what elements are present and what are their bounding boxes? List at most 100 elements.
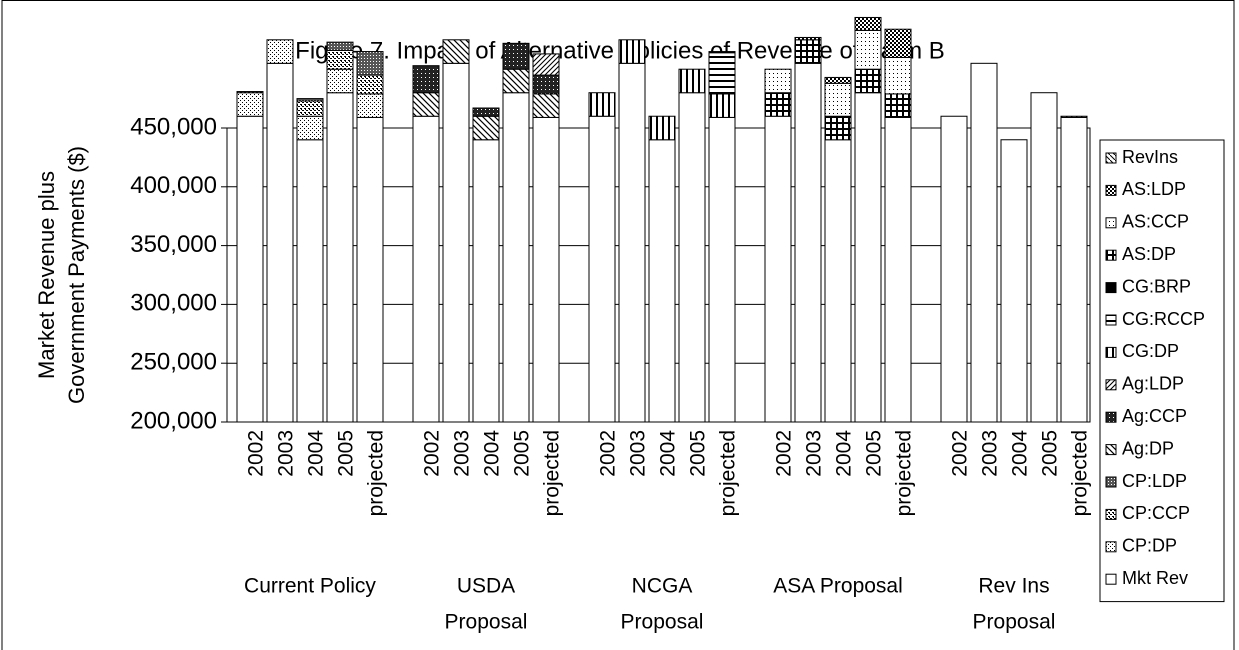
x-tick-label: projected <box>1069 430 1092 516</box>
bar-segment <box>356 74 384 95</box>
bar-segment <box>648 115 676 141</box>
bar-segment <box>1060 115 1088 118</box>
bar-segment <box>794 36 822 41</box>
bar-segment <box>794 62 822 423</box>
bar-segment <box>884 56 912 95</box>
legend-swatch <box>1105 573 1117 585</box>
x-tick-label: 2004 <box>481 430 504 477</box>
legend-label: Ag:DP <box>1122 438 1174 458</box>
legend-swatch <box>1105 152 1117 164</box>
legend-label: CP:LDP <box>1122 471 1187 491</box>
bar-segment <box>412 115 440 423</box>
legend-swatch <box>1105 217 1117 229</box>
bar-segment <box>970 62 998 423</box>
legend-label: CG:RCCP <box>1122 309 1205 329</box>
x-tick-label: 2004 <box>657 430 680 477</box>
bar-segment <box>854 68 882 94</box>
x-tick-label: 2002 <box>597 430 620 477</box>
bar-segment <box>678 68 706 94</box>
bar-segment <box>1000 139 1028 423</box>
bar-segment <box>824 139 852 423</box>
legend-swatch <box>1105 508 1117 520</box>
bar-segment <box>854 16 882 31</box>
legend-label: AS:DP <box>1122 244 1176 264</box>
y-tick-label: 300,000 <box>130 290 217 317</box>
bar-segment <box>412 92 440 117</box>
legend-swatch <box>1105 444 1117 456</box>
x-tick-label: 2002 <box>773 430 796 477</box>
bar-segment <box>266 62 294 423</box>
bar-segment <box>236 91 264 94</box>
y-tick-label: 400,000 <box>130 172 217 199</box>
x-tick-label: 2003 <box>627 430 650 477</box>
x-tick-label: 2003 <box>979 430 1002 477</box>
legend-swatch <box>1105 249 1117 261</box>
x-tick-label: 2005 <box>335 430 358 477</box>
x-tick-label: projected <box>893 430 916 516</box>
legend-label: CG:DP <box>1122 341 1179 361</box>
x-tick-label: 2005 <box>511 430 534 477</box>
bar-segment <box>764 115 792 423</box>
bar-segment <box>824 115 852 141</box>
y-tick-label: 200,000 <box>130 407 217 434</box>
legend-label: Ag:CCP <box>1122 406 1187 426</box>
bar-segment <box>764 92 792 117</box>
x-tick-label: projected <box>717 430 740 516</box>
bar-segment <box>1030 92 1058 423</box>
y-tick-label: 350,000 <box>130 231 217 258</box>
bar-segment <box>618 39 646 64</box>
bar-segment <box>472 115 500 141</box>
bar-segment <box>678 92 706 423</box>
x-tick-label: 2004 <box>305 430 328 477</box>
legend-swatch <box>1105 314 1117 326</box>
bar-segment <box>532 93 560 118</box>
bar-segment <box>356 116 384 423</box>
bar-segment <box>472 107 500 117</box>
bar-segment <box>502 68 530 94</box>
x-tick-label: 2002 <box>949 430 972 477</box>
bar-segment <box>296 115 324 141</box>
x-tick-label: 2002 <box>245 430 268 477</box>
bar-segment <box>296 100 324 117</box>
x-tick-label: 2005 <box>687 430 710 477</box>
bar-segment <box>356 93 384 118</box>
x-tick-label: 2005 <box>1039 430 1062 477</box>
bar-segment <box>502 42 530 70</box>
bar-segment <box>824 82 852 117</box>
bar-segment <box>326 49 354 70</box>
group-label: Proposal <box>973 611 1056 634</box>
legend-swatch <box>1105 411 1117 423</box>
bar-segment <box>236 92 264 117</box>
bar-segment <box>588 115 616 423</box>
legend-label: CP:CCP <box>1122 503 1190 523</box>
legend-label: CG:BRP <box>1122 276 1191 296</box>
x-tick-label: 2003 <box>451 430 474 477</box>
x-tick-label: 2002 <box>421 430 444 477</box>
group-label: Rev Ins <box>978 575 1049 598</box>
legend-label: Mkt Rev <box>1122 568 1188 588</box>
y-tick-label: 250,000 <box>130 349 217 376</box>
bar-segment <box>502 92 530 423</box>
y-axis-label: Market Revenue plus <box>34 171 59 379</box>
bar-segment <box>266 39 294 64</box>
bar-segment <box>532 74 560 95</box>
group-label: Proposal <box>445 611 528 634</box>
bar-segment <box>884 116 912 423</box>
legend-box <box>1099 139 1225 603</box>
bar-segment <box>412 65 440 94</box>
x-tick-label: projected <box>541 430 564 516</box>
legend-swatch <box>1105 346 1117 358</box>
bar-segment <box>296 139 324 423</box>
bar-segment <box>236 115 264 423</box>
legend-swatch <box>1105 541 1117 553</box>
bar-segment <box>588 92 616 117</box>
group-label: Current Policy <box>244 575 376 598</box>
bar-segment <box>940 115 968 423</box>
group-label: USDA <box>457 575 515 598</box>
bar-segment <box>708 52 736 95</box>
bar-segment <box>884 28 912 58</box>
bar-segment <box>326 41 354 51</box>
bar-segment <box>764 68 792 94</box>
